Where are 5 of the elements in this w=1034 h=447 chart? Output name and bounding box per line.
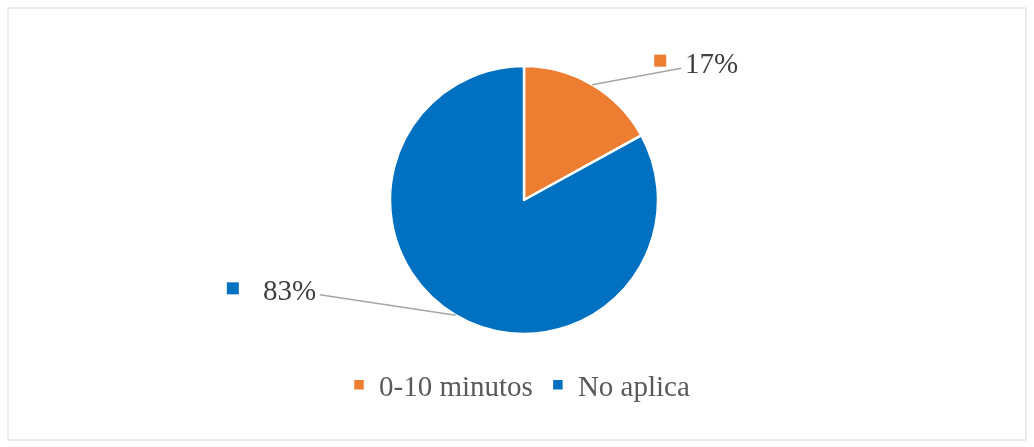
data-label: 83% <box>263 274 317 306</box>
legend-label: No aplica <box>577 370 690 403</box>
pie-slice <box>388 64 660 336</box>
legend-label: 0-10 minutos <box>379 370 533 403</box>
data-label: 17% <box>685 47 739 79</box>
